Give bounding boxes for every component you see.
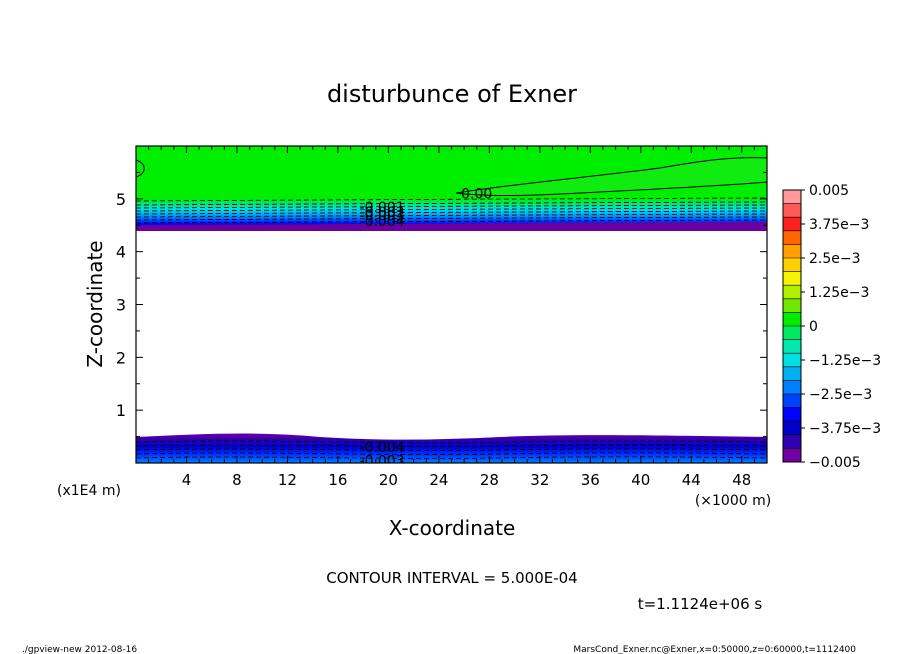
dashed-contour xyxy=(136,456,767,459)
bottom-dashed-contours xyxy=(136,440,767,459)
colorbar-swatch xyxy=(783,258,801,273)
colorbar-swatch xyxy=(783,230,801,245)
contour-labels: 0.00-0.001-0.002-0.003-0.004-0.004-0.003 xyxy=(360,187,493,469)
top-band-lower-edge xyxy=(136,222,767,231)
footer-right: MarsCond_Exner.nc@Exner,x=0:50000,z=0:60… xyxy=(573,645,856,654)
colorbar-label: 0.005 xyxy=(809,183,849,199)
x-tick-label: 4 xyxy=(182,471,192,489)
contour-label: 0.00 xyxy=(461,187,492,203)
colorbar-label: −0.005 xyxy=(809,455,861,471)
dashed-contour xyxy=(136,204,767,209)
colorbar-swatch xyxy=(783,448,801,463)
colorbar-swatch xyxy=(783,271,801,286)
dashed-contour xyxy=(136,207,767,212)
dashed-contour xyxy=(136,201,767,206)
y-tick-label: 5 xyxy=(116,190,126,209)
colorbar-swatch xyxy=(783,421,801,436)
plot-field: 0.00-0.001-0.002-0.003-0.004-0.004-0.003 xyxy=(136,146,767,469)
colorbar-label: −2.5e−3 xyxy=(809,387,872,403)
colorbar-swatch xyxy=(783,298,801,313)
colorbar-label: 2.5e−3 xyxy=(809,251,861,267)
colorbar xyxy=(782,189,802,463)
y-tick-label: 4 xyxy=(116,243,126,262)
x-tick-label: 48 xyxy=(732,471,751,489)
x-tick-label: 12 xyxy=(278,471,297,489)
contour-label: -0.004 xyxy=(360,214,405,230)
colorbar-swatch xyxy=(783,203,801,218)
colorbar-swatch xyxy=(783,244,801,259)
x-axis-ticks: 4 8 12 16 20 24 28 32 36 40 44 48 xyxy=(148,146,755,489)
x-tick-label: 28 xyxy=(480,471,499,489)
colorbar-swatch xyxy=(783,190,801,205)
y-axis-ticks: 1 2 3 4 5 xyxy=(116,171,767,438)
dashed-contour xyxy=(136,219,767,224)
colorbar-swatch xyxy=(783,339,801,354)
contour-label: -0.002 xyxy=(360,205,405,221)
colorbar-labels: 0.005 3.75e−3 2.5e−3 1.25e−3 0 −1.25e−3 −2.5e−… xyxy=(801,183,881,471)
dashed-contour xyxy=(136,444,767,447)
x-tick-label: 16 xyxy=(328,471,347,489)
colorbar-label: 3.75e−3 xyxy=(809,217,869,233)
dashed-contour xyxy=(136,452,767,455)
colorbar-label: −1.25e−3 xyxy=(809,353,881,369)
y-axis-unit: (x1E4 m) xyxy=(57,483,121,499)
colorbar-swatch xyxy=(783,217,801,232)
y-tick-label: 2 xyxy=(116,348,126,367)
contour-label: -0.001 xyxy=(360,200,405,216)
x-tick-label: 36 xyxy=(581,471,600,489)
colorbar-swatch xyxy=(783,326,801,341)
dashed-contour xyxy=(136,440,767,443)
x-tick-label: 20 xyxy=(379,471,398,489)
x-tick-label: 44 xyxy=(682,471,701,489)
colorbar-swatch xyxy=(783,285,801,300)
colorbar-swatch xyxy=(783,407,801,422)
colorbar-swatch xyxy=(783,366,801,381)
chart-title: disturbunce of Exner xyxy=(327,80,577,108)
x-tick-label: 32 xyxy=(530,471,549,489)
x-tick-label: 40 xyxy=(631,471,650,489)
colorbar-label: 0 xyxy=(809,319,818,335)
colorbar-swatch xyxy=(783,353,801,368)
time-label: t=1.1124e+06 s xyxy=(638,595,763,613)
colorbar-label: 1.25e−3 xyxy=(809,285,869,301)
x-tick-label: 24 xyxy=(429,471,448,489)
y-tick-label: 3 xyxy=(116,296,126,315)
colorbar-swatch xyxy=(783,434,801,449)
top-left-contour xyxy=(136,159,145,178)
top-dashed-contours xyxy=(136,197,767,224)
dashed-contour xyxy=(136,216,767,221)
contour-label: -0.003 xyxy=(360,453,405,469)
dashed-contour xyxy=(136,213,767,218)
y-tick-label: 1 xyxy=(116,401,126,420)
zero-contour-region xyxy=(455,157,767,196)
x-axis-unit: (×1000 m) xyxy=(695,493,771,509)
x-tick-label: 8 xyxy=(232,471,242,489)
dashed-contour xyxy=(136,448,767,451)
contour-interval: CONTOUR INTERVAL = 5.000E-04 xyxy=(326,569,577,587)
contour-label: -0.003 xyxy=(360,209,405,225)
colorbar-swatch xyxy=(783,312,801,327)
dashed-contour xyxy=(136,197,767,202)
x-axis-label: X-coordinate xyxy=(389,516,516,540)
y-axis-label: Z-coordinate xyxy=(83,240,107,367)
dashed-contour xyxy=(136,210,767,215)
colorbar-swatch xyxy=(783,380,801,395)
colorbar-label: −3.75e−3 xyxy=(809,421,881,437)
contour-label: -0.004 xyxy=(360,440,405,456)
footer-left: ./gpview-new 2012-08-16 xyxy=(22,645,137,654)
colorbar-swatch xyxy=(783,394,801,409)
